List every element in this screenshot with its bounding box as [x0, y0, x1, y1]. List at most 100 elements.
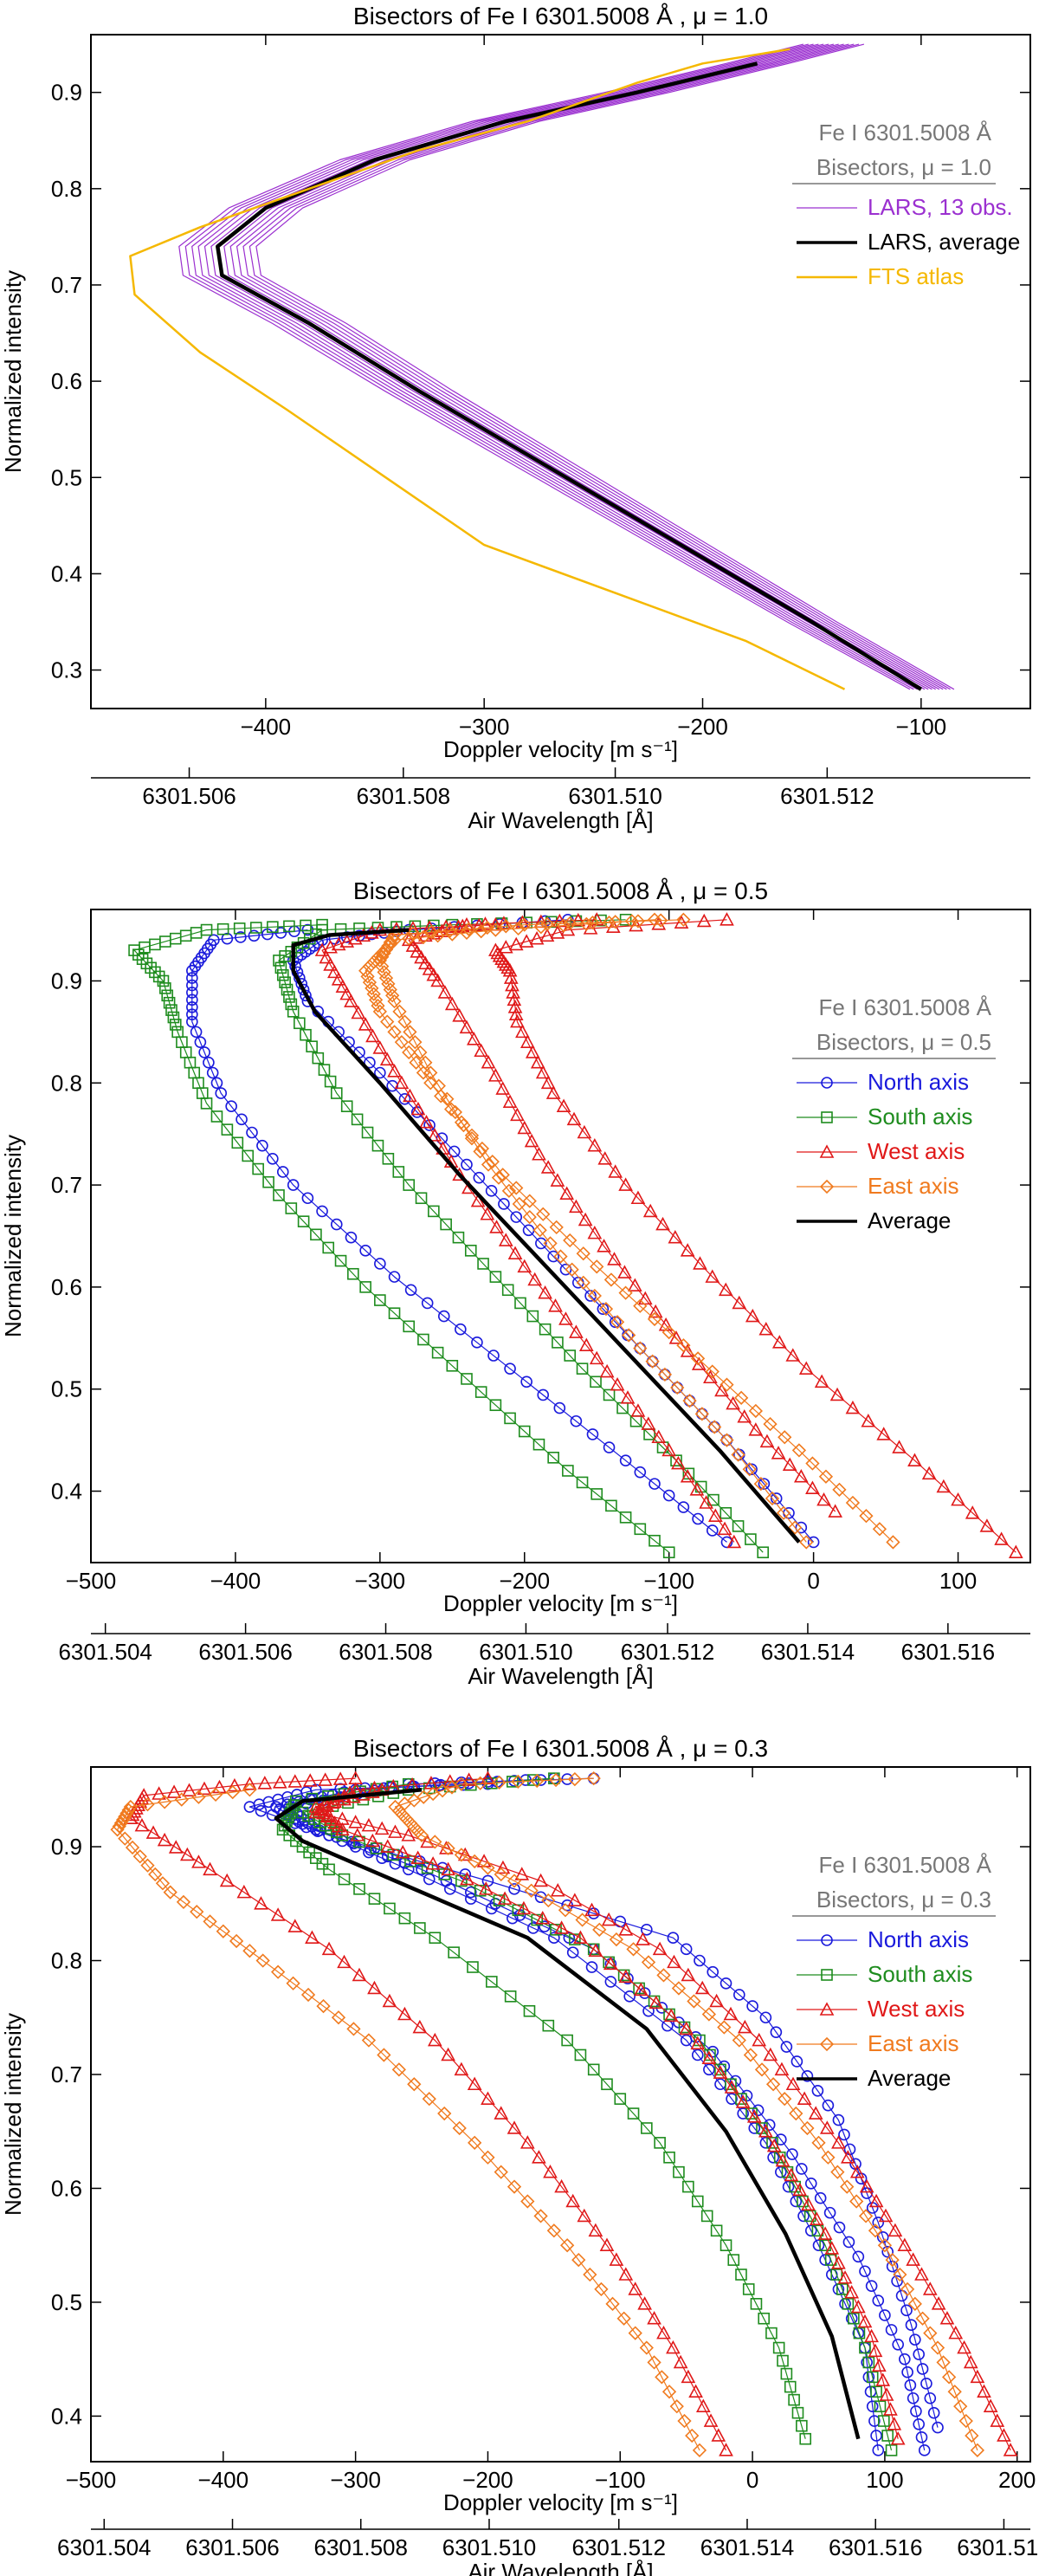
data-point-marker — [776, 1505, 791, 1520]
data-point-marker — [440, 1218, 452, 1231]
data-point-marker — [461, 922, 476, 936]
data-point-marker — [434, 1089, 449, 1104]
data-point-marker — [508, 1883, 520, 1895]
data-point-marker — [832, 1482, 847, 1497]
data-point-marker — [661, 1324, 676, 1340]
wavelength-tick-label: 6301.512 — [621, 1639, 714, 1665]
data-point-marker — [732, 1295, 747, 1310]
data-point-marker — [670, 1380, 685, 1395]
data-point-marker — [278, 1819, 291, 1832]
data-point-marker — [845, 1400, 861, 1414]
data-point-marker — [504, 1412, 516, 1425]
data-point-marker — [558, 1903, 573, 1918]
data-point-marker — [552, 1337, 564, 1349]
data-point-marker — [977, 2384, 991, 2398]
data-point-marker — [900, 2304, 913, 2317]
x-tick-label: −400 — [198, 2467, 249, 2493]
legend-subtitle: Bisectors, μ = 0.3 — [816, 1887, 991, 1913]
data-point-marker — [216, 1924, 230, 1938]
data-point-marker — [913, 2348, 925, 2360]
data-point-marker — [907, 2296, 922, 2311]
data-point-marker — [358, 963, 373, 978]
data-point-marker — [489, 1399, 502, 1412]
data-point-marker — [886, 2260, 899, 2273]
wavelength-axis-label: Air Wavelength [Å] — [468, 807, 653, 833]
data-point-marker — [792, 2182, 808, 2197]
data-point-marker — [186, 972, 198, 984]
data-point-marker — [610, 1315, 625, 1330]
data-point-marker — [242, 1944, 257, 1958]
data-point-marker — [710, 2224, 723, 2237]
data-point-marker — [671, 1455, 686, 1470]
data-point-marker — [262, 1175, 274, 1188]
data-point-marker — [654, 913, 668, 928]
y-tick-label: 0.8 — [51, 176, 82, 202]
data-point-marker — [362, 959, 378, 974]
y-tick-label: 0.4 — [51, 1479, 82, 1505]
data-point-marker — [410, 1101, 426, 1116]
data-point-marker — [772, 2341, 785, 2354]
data-point-marker — [725, 2078, 737, 2091]
data-point-marker — [459, 1019, 474, 1034]
data-point-marker — [692, 1512, 704, 1525]
legend-label: Average — [868, 2065, 951, 2091]
data-point-marker — [719, 2443, 733, 2456]
data-point-marker — [186, 1015, 198, 1028]
data-point-marker — [828, 1504, 842, 1518]
data-point-marker — [459, 925, 474, 941]
data-point-marker — [872, 2294, 885, 2307]
data-point-marker — [491, 1170, 507, 1185]
data-point-marker — [379, 1052, 395, 1066]
data-point-marker — [416, 929, 431, 945]
data-point-marker — [121, 1803, 136, 1817]
data-point-marker — [818, 1469, 834, 1484]
data-point-marker — [897, 2237, 913, 2251]
series-line — [236, 43, 944, 690]
data-point-marker — [319, 949, 334, 964]
data-point-marker — [829, 1387, 845, 1401]
data-point-marker — [990, 2413, 1005, 2427]
data-point-marker — [844, 2284, 860, 2299]
data-point-marker — [527, 1272, 543, 1286]
data-point-marker — [448, 1946, 460, 1958]
data-point-marker — [524, 1133, 539, 1148]
data-point-marker — [152, 1786, 166, 1800]
data-point-marker — [777, 2354, 789, 2367]
data-point-marker — [498, 1233, 513, 1246]
data-point-marker — [191, 1790, 206, 1804]
data-point-marker — [576, 1362, 589, 1375]
data-point-marker — [182, 1783, 197, 1797]
data-point-marker — [468, 1854, 482, 1869]
data-point-marker — [573, 1930, 588, 1945]
data-point-marker — [627, 2107, 640, 2120]
data-point-marker — [297, 1215, 310, 1227]
data-point-marker — [571, 912, 586, 927]
data-point-marker — [633, 1982, 649, 1997]
y-tick-label: 0.5 — [51, 2289, 82, 2315]
data-point-marker — [801, 2070, 814, 2082]
data-point-marker — [287, 1774, 303, 1788]
data-point-marker — [731, 1447, 745, 1462]
data-point-marker — [737, 2107, 749, 2120]
wavelength-tick-label: 6301.504 — [57, 2534, 151, 2560]
data-point-marker — [281, 983, 294, 996]
data-point-marker — [758, 2124, 773, 2138]
data-point-marker — [859, 2341, 871, 2354]
data-point-marker — [970, 2443, 985, 2457]
wavelength-tick-label: 6301.506 — [185, 2534, 279, 2560]
data-point-marker — [486, 1976, 498, 1988]
data-point-marker — [885, 2444, 898, 2456]
data-point-marker — [634, 1466, 647, 1479]
data-point-marker — [428, 1205, 440, 1218]
data-point-marker — [344, 994, 358, 1007]
data-point-marker — [145, 1825, 161, 1839]
data-point-marker — [394, 1035, 410, 1050]
data-point-marker — [540, 1075, 556, 1090]
data-point-marker — [848, 2312, 860, 2325]
data-point-marker — [520, 2135, 535, 2149]
data-point-marker — [717, 2020, 732, 2035]
data-point-marker — [629, 917, 643, 932]
data-point-marker — [661, 1442, 677, 1457]
data-point-marker — [504, 1362, 516, 1375]
data-point-marker — [775, 2165, 787, 2178]
